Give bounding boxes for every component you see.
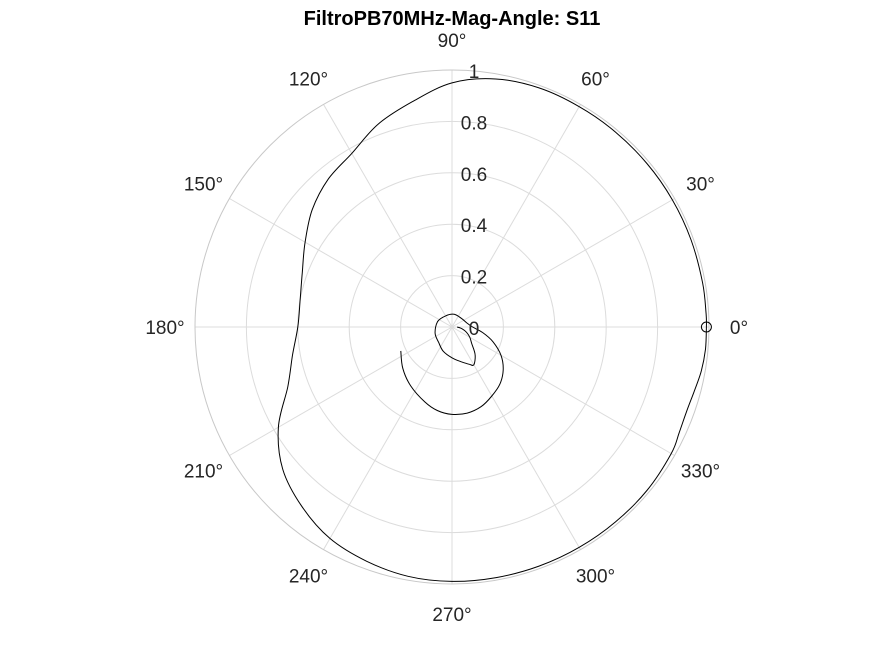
theta-gridline-210 <box>229 326 453 456</box>
theta-tick-label: 120° <box>289 70 328 91</box>
theta-gridline-150 <box>229 198 453 328</box>
data-series-line <box>277 78 707 582</box>
polar-grid <box>194 69 710 585</box>
theta-tick-label: 240° <box>289 567 328 588</box>
theta-tick-label: 300° <box>576 567 615 588</box>
tick-labels: 0° 30° 60° 90° 120° 150° 180° 210° 240° 270° 300° 3… <box>145 31 748 626</box>
theta-gridline-240 <box>323 326 453 550</box>
r-tick-label: 0.8 <box>461 113 487 134</box>
start-point-marker <box>700 321 712 333</box>
chart-title: FiltroPB70MHz-Mag-Angle: S11 <box>304 8 601 30</box>
r-tick-label: 0.4 <box>461 216 488 237</box>
theta-tick-label: 180° <box>145 318 184 339</box>
r-tick-label: 1 <box>469 62 480 83</box>
theta-tick-label: 150° <box>184 175 223 196</box>
theta-gridline-330 <box>451 326 675 456</box>
theta-gridline-120 <box>323 104 453 328</box>
theta-tick-label: 0° <box>730 318 748 339</box>
theta-gridline-30 <box>451 198 675 328</box>
r-tick-label: 0 <box>469 319 480 340</box>
theta-tick-label: 330° <box>681 462 720 483</box>
r-tick-label: 0.2 <box>461 268 487 289</box>
r-gridline-0.8 <box>245 120 659 534</box>
data-series-line <box>400 313 504 416</box>
theta-tick-label: 270° <box>432 605 471 626</box>
r-tick-label: 0.6 <box>461 165 487 186</box>
r-gridline-0.2 <box>400 275 504 379</box>
theta-tick-label: 90° <box>438 31 467 52</box>
theta-tick-label: 60° <box>581 70 610 91</box>
theta-tick-label: 30° <box>686 175 715 196</box>
theta-gridline-60 <box>451 104 581 328</box>
outer-boundary-circle <box>194 69 710 585</box>
r-gridline-0.4 <box>348 223 556 431</box>
data-traces <box>277 78 712 582</box>
theta-tick-label: 210° <box>184 462 223 483</box>
theta-gridline-300 <box>451 326 581 550</box>
